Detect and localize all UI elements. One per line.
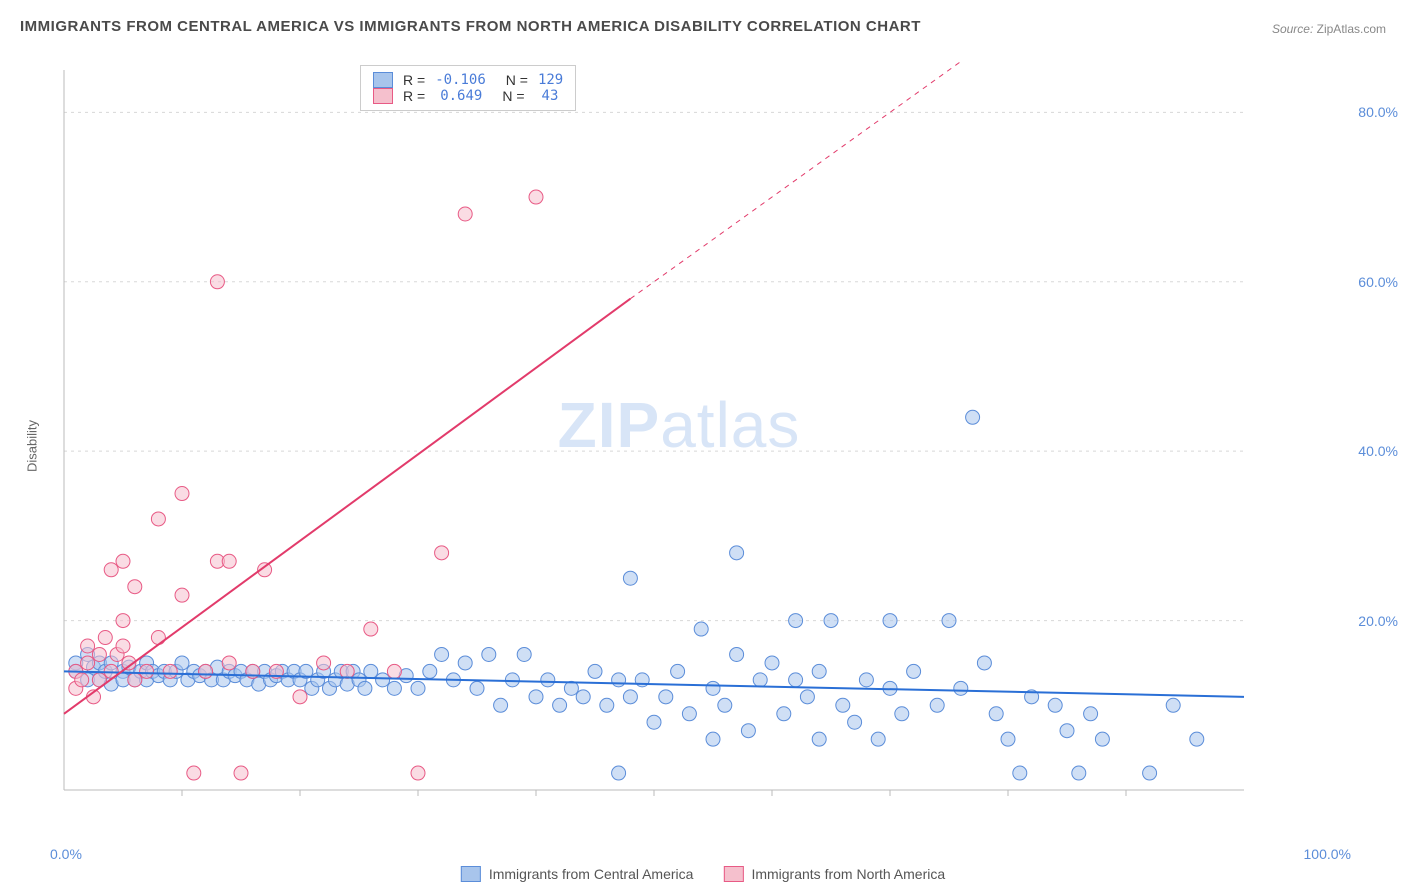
chart-title: IMMIGRANTS FROM CENTRAL AMERICA VS IMMIG…	[20, 18, 921, 35]
legend-row-series2: R = 0.649 N = 43	[373, 88, 563, 104]
source-label: Source:	[1272, 22, 1313, 36]
chart-svg	[54, 60, 1304, 820]
y-tick-label: 20.0%	[1358, 613, 1398, 629]
correlation-legend: R = -0.106 N = 129 R = 0.649 N = 43	[360, 65, 576, 111]
y-tick-label: 40.0%	[1358, 443, 1398, 459]
chart-plot-area: ZIPatlas	[54, 60, 1304, 820]
series-legend: Immigrants from Central America Immigran…	[461, 866, 945, 882]
legend-swatch-series1	[373, 72, 393, 88]
legend-swatch-series2-bottom	[723, 866, 743, 882]
y-tick-label: 60.0%	[1358, 274, 1398, 290]
x-tick-max: 100.0%	[1304, 846, 1351, 862]
n-value-series2: 43	[542, 88, 559, 104]
n-label: N =	[506, 72, 528, 88]
legend-item-series1: Immigrants from Central America	[461, 866, 694, 882]
legend-label-series2: Immigrants from North America	[751, 866, 945, 882]
n-label: N =	[502, 88, 524, 104]
y-axis-label: Disability	[25, 420, 40, 472]
y-tick-label: 80.0%	[1358, 104, 1398, 120]
legend-label-series1: Immigrants from Central America	[489, 866, 694, 882]
r-value-series1: -0.106	[435, 72, 486, 88]
r-value-series2: 0.649	[440, 88, 482, 104]
r-label: R =	[403, 72, 425, 88]
source-value: ZipAtlas.com	[1317, 22, 1386, 36]
r-label: R =	[403, 88, 425, 104]
legend-row-series1: R = -0.106 N = 129	[373, 72, 563, 88]
source-attribution: Source: ZipAtlas.com	[1272, 22, 1386, 36]
legend-swatch-series1-bottom	[461, 866, 481, 882]
n-value-series1: 129	[538, 72, 563, 88]
x-tick-min: 0.0%	[50, 846, 82, 862]
legend-swatch-series2	[373, 88, 393, 104]
legend-item-series2: Immigrants from North America	[723, 866, 945, 882]
